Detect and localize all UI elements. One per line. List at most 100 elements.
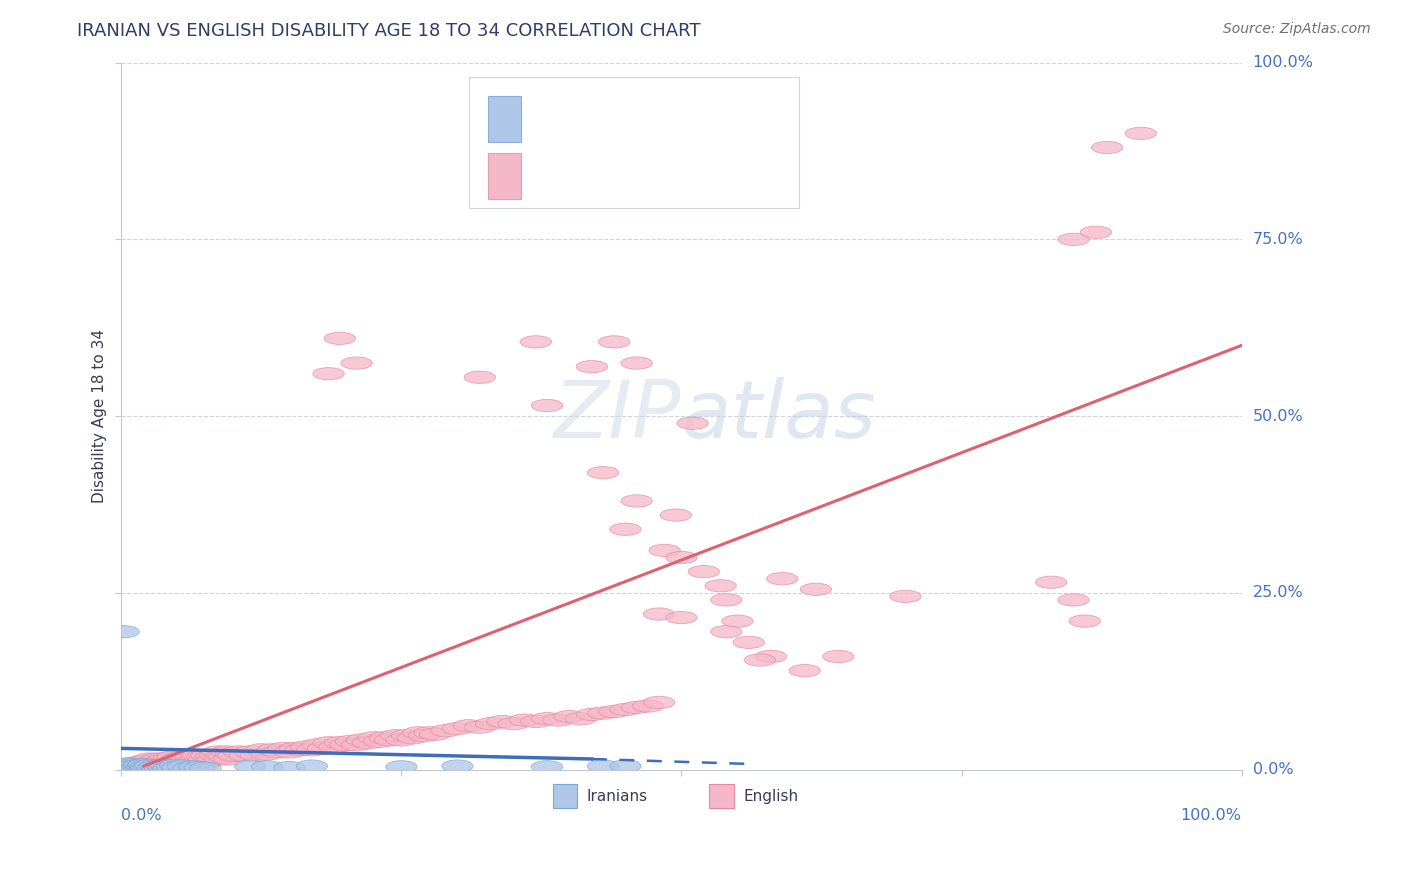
Ellipse shape	[111, 758, 142, 770]
Ellipse shape	[1057, 594, 1090, 606]
Bar	[553, 784, 578, 808]
Ellipse shape	[302, 739, 333, 751]
Ellipse shape	[257, 744, 288, 756]
Ellipse shape	[121, 762, 152, 774]
Ellipse shape	[148, 753, 180, 765]
Bar	[710, 784, 734, 808]
Ellipse shape	[128, 758, 159, 771]
Ellipse shape	[610, 523, 641, 535]
Ellipse shape	[710, 594, 742, 606]
Ellipse shape	[191, 749, 222, 762]
Ellipse shape	[153, 753, 184, 765]
Ellipse shape	[114, 758, 145, 770]
Ellipse shape	[208, 751, 240, 763]
Ellipse shape	[661, 509, 692, 521]
Ellipse shape	[252, 761, 283, 772]
Ellipse shape	[644, 697, 675, 708]
Ellipse shape	[357, 731, 389, 744]
Text: R =  0.656: R = 0.656	[533, 169, 626, 183]
Ellipse shape	[136, 755, 169, 767]
Ellipse shape	[122, 761, 153, 772]
Ellipse shape	[159, 759, 191, 772]
Ellipse shape	[314, 737, 344, 749]
Ellipse shape	[621, 495, 652, 507]
Ellipse shape	[576, 360, 607, 373]
Ellipse shape	[666, 551, 697, 564]
Ellipse shape	[111, 760, 142, 772]
Ellipse shape	[108, 625, 139, 638]
Ellipse shape	[173, 762, 204, 774]
Ellipse shape	[666, 611, 697, 624]
Text: English: English	[742, 789, 799, 804]
Ellipse shape	[122, 759, 153, 772]
Ellipse shape	[134, 761, 165, 772]
Ellipse shape	[340, 739, 373, 751]
Ellipse shape	[368, 731, 401, 744]
Ellipse shape	[170, 753, 202, 765]
Ellipse shape	[169, 755, 200, 767]
Ellipse shape	[252, 747, 283, 760]
Ellipse shape	[193, 755, 225, 767]
Ellipse shape	[644, 608, 675, 620]
Ellipse shape	[120, 760, 150, 772]
Ellipse shape	[117, 760, 148, 772]
Ellipse shape	[179, 761, 209, 772]
Ellipse shape	[325, 737, 356, 749]
Ellipse shape	[565, 713, 596, 725]
Ellipse shape	[139, 756, 170, 769]
Ellipse shape	[520, 335, 551, 348]
Ellipse shape	[134, 753, 165, 765]
Ellipse shape	[150, 756, 181, 769]
Ellipse shape	[176, 751, 207, 763]
Ellipse shape	[143, 761, 176, 772]
Text: atlas: atlas	[682, 377, 876, 455]
Ellipse shape	[531, 400, 562, 411]
Ellipse shape	[269, 742, 299, 755]
Ellipse shape	[235, 746, 266, 758]
Text: ZIP: ZIP	[554, 377, 682, 455]
Ellipse shape	[188, 753, 219, 765]
Ellipse shape	[145, 755, 176, 767]
Ellipse shape	[710, 625, 742, 638]
Text: 100.0%: 100.0%	[1253, 55, 1313, 70]
Ellipse shape	[274, 762, 305, 773]
Ellipse shape	[157, 751, 188, 763]
Ellipse shape	[120, 758, 150, 770]
Ellipse shape	[131, 762, 163, 774]
Ellipse shape	[297, 744, 328, 756]
Ellipse shape	[274, 746, 305, 758]
Ellipse shape	[280, 742, 311, 755]
Ellipse shape	[128, 758, 159, 770]
Ellipse shape	[363, 735, 395, 747]
Ellipse shape	[340, 357, 373, 369]
Text: Iranians: Iranians	[586, 789, 647, 804]
Ellipse shape	[402, 727, 434, 739]
Ellipse shape	[599, 706, 630, 718]
Ellipse shape	[235, 760, 266, 772]
Ellipse shape	[263, 746, 294, 758]
Ellipse shape	[650, 544, 681, 557]
Ellipse shape	[621, 701, 652, 714]
Ellipse shape	[576, 708, 607, 721]
Ellipse shape	[308, 742, 339, 755]
Ellipse shape	[132, 756, 165, 769]
Ellipse shape	[346, 734, 378, 746]
Ellipse shape	[789, 665, 820, 677]
Ellipse shape	[214, 753, 245, 765]
Ellipse shape	[111, 760, 142, 772]
Ellipse shape	[129, 762, 160, 773]
Ellipse shape	[143, 758, 176, 770]
FancyBboxPatch shape	[468, 77, 799, 208]
Ellipse shape	[464, 371, 495, 384]
Ellipse shape	[211, 746, 242, 758]
Ellipse shape	[117, 758, 148, 771]
Ellipse shape	[554, 710, 585, 723]
Text: Source: ZipAtlas.com: Source: ZipAtlas.com	[1223, 22, 1371, 37]
Ellipse shape	[167, 760, 198, 772]
Ellipse shape	[610, 704, 641, 715]
Ellipse shape	[146, 756, 177, 769]
Ellipse shape	[385, 761, 418, 772]
Ellipse shape	[314, 368, 344, 380]
Ellipse shape	[319, 741, 350, 753]
Ellipse shape	[184, 762, 215, 773]
